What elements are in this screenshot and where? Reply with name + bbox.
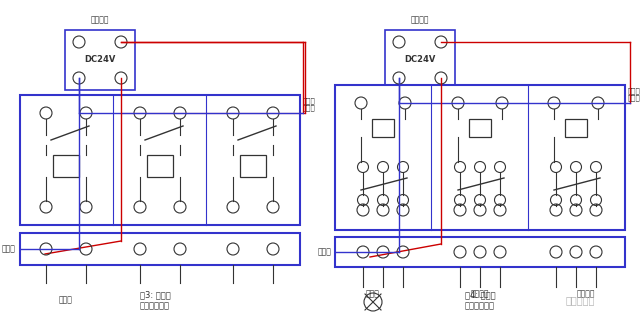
Bar <box>20 233 300 265</box>
Bar <box>20 95 300 225</box>
Bar <box>385 30 455 90</box>
Text: 继电器
或模组: 继电器 或模组 <box>303 97 316 111</box>
Bar <box>335 85 625 230</box>
Bar <box>147 155 173 177</box>
Text: 电磁阀: 电磁阀 <box>366 289 380 298</box>
Text: DC24V: DC24V <box>404 56 436 64</box>
Text: 干接点: 干接点 <box>59 295 73 304</box>
Bar <box>53 155 79 177</box>
Text: 图4: 开关量
输出常规接法: 图4: 开关量 输出常规接法 <box>465 291 495 310</box>
Text: 工控资料窝: 工控资料窝 <box>565 295 595 305</box>
Text: 继电器
或模组: 继电器 或模组 <box>628 87 640 101</box>
Text: 图3: 开关量
输入常规接法: 图3: 开关量 输入常规接法 <box>140 291 170 310</box>
Text: DC24V: DC24V <box>84 56 116 64</box>
Text: 电源分配: 电源分配 <box>91 15 109 24</box>
Bar <box>65 30 135 90</box>
Bar <box>335 237 625 267</box>
Bar <box>372 119 394 137</box>
Text: 电源分配: 电源分配 <box>411 15 429 24</box>
Text: 端子排: 端子排 <box>2 244 16 254</box>
Text: 端子排: 端子排 <box>317 248 331 256</box>
Bar <box>240 155 266 177</box>
Bar <box>469 119 491 137</box>
Text: 电机启动: 电机启动 <box>471 289 489 298</box>
Bar <box>565 119 587 137</box>
Text: 电机停止: 电机停止 <box>577 289 595 298</box>
